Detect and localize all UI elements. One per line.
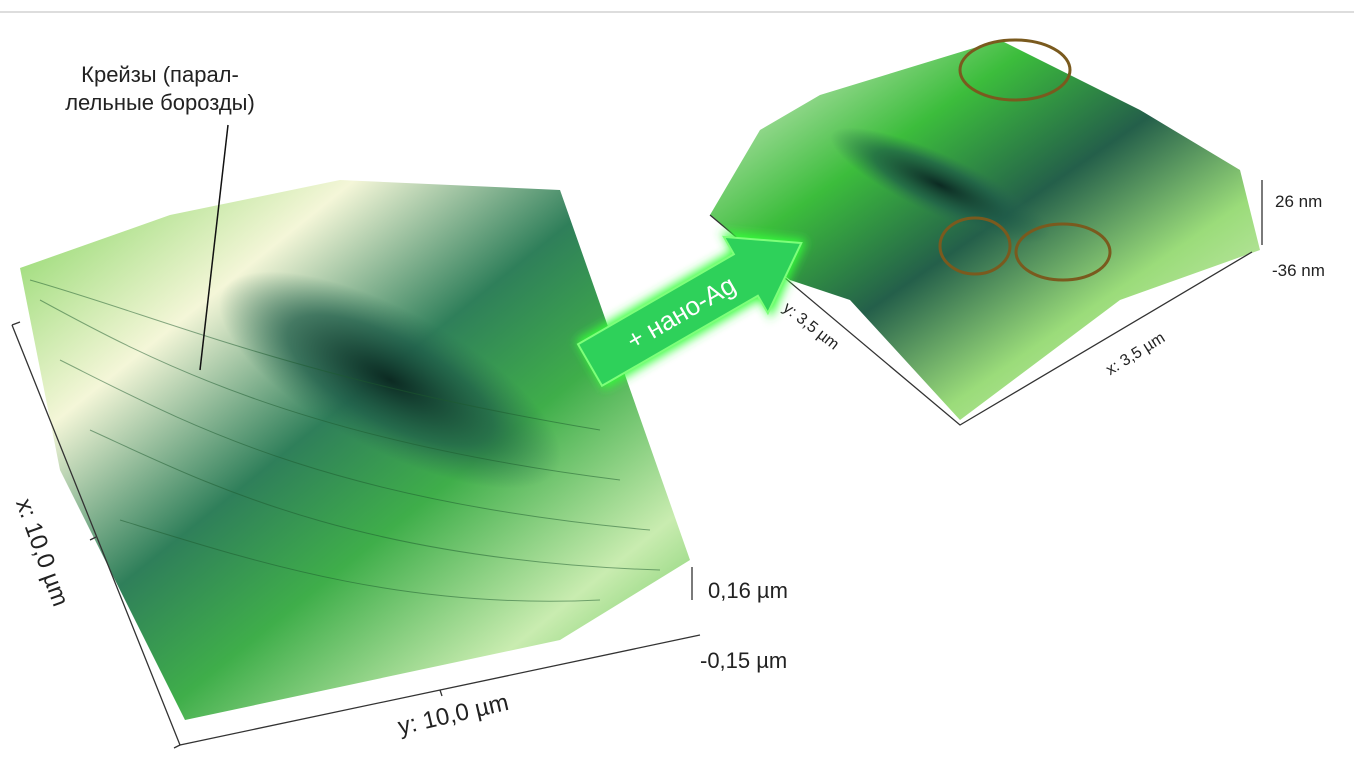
axis-label: y: 3,5 µm [779, 299, 842, 353]
axis-label: x: 3,5 µm [1103, 329, 1168, 378]
left-surface [20, 180, 690, 720]
z-label: 26 nm [1275, 192, 1322, 211]
z-label: -0,15 µm [700, 648, 787, 673]
axis-label: y: 10,0 µm [395, 689, 511, 741]
z-label: 0,16 µm [708, 578, 788, 603]
figure: Крейзы (парал- лельные борозды) x: 10,0 … [0, 0, 1354, 758]
z-label: -36 nm [1272, 261, 1325, 280]
annotation-line: лельные борозды) [65, 90, 255, 115]
annotation-line: Крейзы (парал- [81, 62, 239, 87]
axis-label: x: 10,0 µm [10, 495, 74, 610]
right-surface [710, 40, 1260, 420]
